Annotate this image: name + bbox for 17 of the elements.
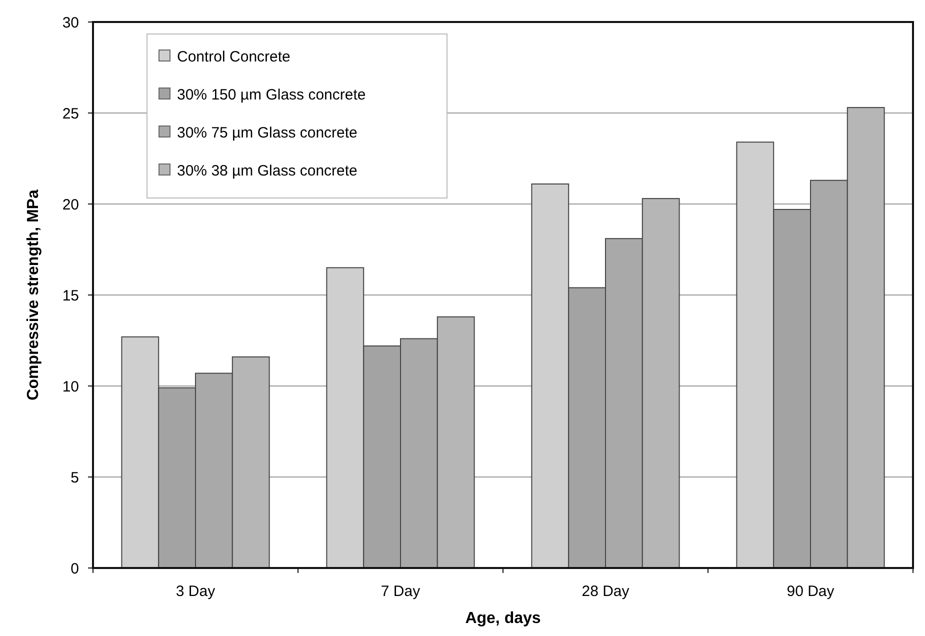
x-tick-label: 28 Day	[582, 583, 630, 600]
legend-label: 30% 150 µm Glass concrete	[177, 86, 366, 104]
legend-label: 30% 38 µm Glass concrete	[177, 162, 358, 180]
y-tick-label: 10	[62, 378, 79, 396]
legend-label: 30% 75 µm Glass concrete	[177, 124, 358, 142]
y-tick-label: 15	[62, 287, 79, 304]
y-tick-label: 5	[70, 469, 79, 486]
y-tick-label: 0	[70, 560, 79, 578]
x-tick-label: 7 Day	[380, 583, 421, 600]
y-tick-label: 25	[62, 105, 79, 122]
x-tick-label: 3 Day	[176, 583, 216, 600]
legend-label: Control Concrete	[177, 48, 290, 66]
y-tick-label: 30	[62, 14, 79, 32]
x-axis-title: Age, days	[465, 610, 541, 627]
y-tick-label: 20	[62, 196, 79, 214]
y-axis-title: Compressive strength, MPa	[25, 190, 42, 400]
x-tick-label: 90 Day	[786, 583, 835, 600]
